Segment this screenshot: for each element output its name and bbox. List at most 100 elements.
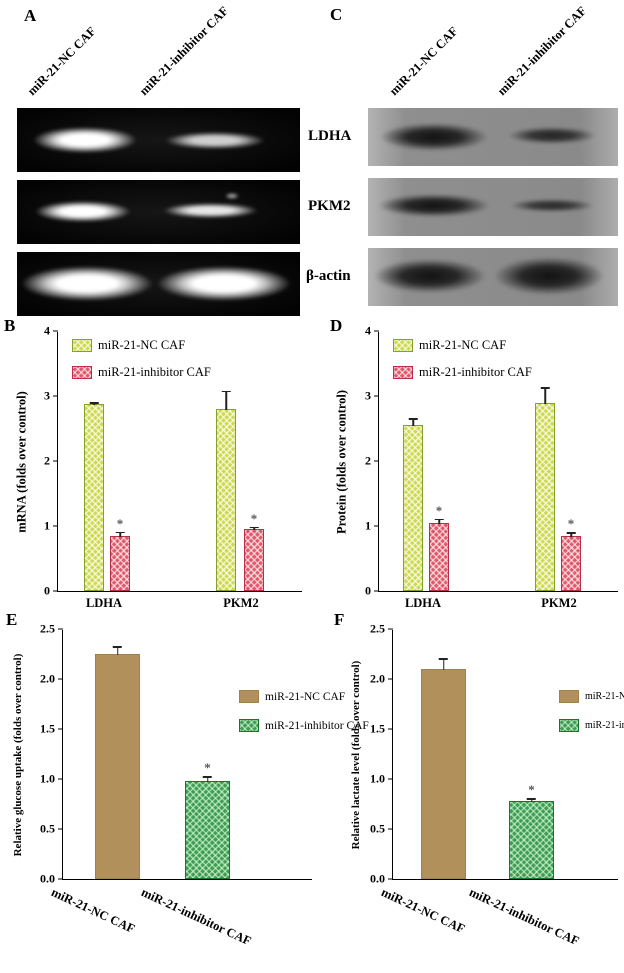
blot-band [510,199,594,212]
error-bar [570,532,572,537]
bar-d-ldha-nc [403,418,423,591]
panel-b-legend: miR-21-NC CAF miR-21-inhibitor CAF [72,338,211,380]
legend-item-inhibitor: miR-21-inhibitor CAF [72,365,211,380]
blot-band [494,257,604,295]
gel-strip-loading-control [17,252,300,316]
y-tick: 2 [365,454,379,469]
blot-strip-beta-actin [368,248,618,306]
y-tick-label: 2.5 [370,621,385,636]
panel-b-y-axis-title: mRNA (folds over control) [14,391,29,533]
y-tick: 4 [44,324,58,339]
legend-swatch-inhibitor [72,366,92,379]
y-tick: 2 [44,454,58,469]
gel-band [157,266,291,301]
panel-f-letter: F [334,610,345,629]
significance-star: * [528,782,535,797]
legend-label: miR-21-NC CAF [419,338,507,352]
tick-mark [388,628,393,630]
error-bar [116,646,119,655]
legend-item-inhibitor: miR-21-inhibitor CAF [239,719,369,732]
y-tick-label: 3 [44,388,50,403]
error-bar [206,776,209,782]
y-tick-label: 1 [44,518,50,533]
tick-mark [388,828,393,830]
legend-swatch-nc [239,690,259,703]
blot-band [374,259,486,293]
gel-band [163,203,258,218]
panel-c-blot [368,108,618,306]
blot-row-label-ldha: LDHA [308,128,352,144]
y-tick-label: 3 [365,388,371,403]
gel-band [33,127,137,153]
gel-band [21,266,153,301]
bar-e-nc [95,646,140,879]
gel-band [165,132,265,149]
tick-mark [53,460,58,462]
y-tick-label: 2.0 [370,671,385,686]
panel-d-y-axis-title: Protein (folds over control) [334,389,349,535]
y-tick-label: 4 [44,323,50,338]
y-tick: 1 [365,519,379,534]
legend-swatch-nc [559,690,579,703]
panel-f-legend: miR-21-NC CAF miR-21-inhibitor CAF [559,690,624,732]
y-tick-label: 0.0 [370,871,385,886]
panel-e-letter: E [6,610,18,629]
panel-e-y-axis-title: Relative glucose uptake (folds over cont… [12,653,24,857]
y-tick: 2.0 [370,672,393,687]
x-category-label-pkm2: PKM2 [223,596,259,610]
y-tick-label: 0.5 [370,821,385,836]
panel-a-lane-label-inhibitor: miR-21-inhibitor CAF [136,3,232,99]
significance-star: * [250,510,258,526]
legend-label: miR-21-NC CAF [585,691,624,702]
tick-mark [58,678,63,680]
blot-band [378,194,490,217]
tick-mark [388,678,393,680]
significance-star: * [435,502,443,518]
y-tick: 1.5 [370,722,393,737]
tick-mark [53,525,58,527]
legend-label: miR-21-NC CAF [98,338,186,352]
bar-b-pkm2-nc [216,390,236,591]
y-tick-label: 2.0 [40,671,55,686]
panel-c-lane-label-inhibitor: miR-21-inhibitor CAF [494,3,590,99]
legend-label: miR-21-inhibitor CAF [585,720,624,731]
panel-a-letter: A [24,6,37,25]
panel-e-plot: 0.0 0.5 1.0 1.5 2.0 2.5 * miR-21-NC CAF … [40,622,369,949]
legend-label: miR-21-inhibitor CAF [265,719,369,732]
bar-d-pkm2-nc [535,387,555,591]
y-tick-label: 1.0 [40,771,55,786]
gel-strip-ldha [17,108,300,172]
panel-f-y-axis-title: Relative lactate level (folds over contr… [350,660,362,850]
legend-swatch-inhibitor [393,366,413,379]
legend-item-nc: miR-21-NC CAF [72,338,211,353]
y-tick-label: 1.0 [370,771,385,786]
legend-swatch-nc [393,339,413,352]
panel-d-letter: D [330,316,343,335]
y-tick: 2.5 [40,622,63,637]
tick-mark [388,728,393,730]
y-tick-label: 0.5 [40,821,55,836]
bar-b-ldha-inhibitor: * [110,517,130,591]
tick-mark [53,590,58,592]
error-bar [253,526,255,531]
tick-mark [388,778,393,780]
y-tick: 4 [365,324,379,339]
tick-mark [53,395,58,397]
error-bar [438,518,440,524]
gel-band [35,201,131,222]
bar-f-inhibitor: * [509,783,554,879]
panel-d-plot: 0 1 2 3 4 * * LDHA PKM2 miR-21-NC CAF mi… [365,324,618,610]
tick-mark [374,460,379,462]
y-tick: 2.0 [40,672,63,687]
legend-swatch-inhibitor [559,719,579,732]
x-tick-label-nc: miR-21-NC CAF [49,885,138,936]
x-category-label-ldha: LDHA [404,596,442,610]
panel-a-lane-label-nc: miR-21-NC CAF [24,24,99,99]
x-category-label-ldha: LDHA [85,596,123,610]
y-tick: 0 [44,584,58,599]
error-bar [530,798,533,802]
x-tick-label-nc: miR-21-NC CAF [379,885,468,936]
error-bar [93,402,95,405]
y-tick: 1.0 [40,772,63,787]
